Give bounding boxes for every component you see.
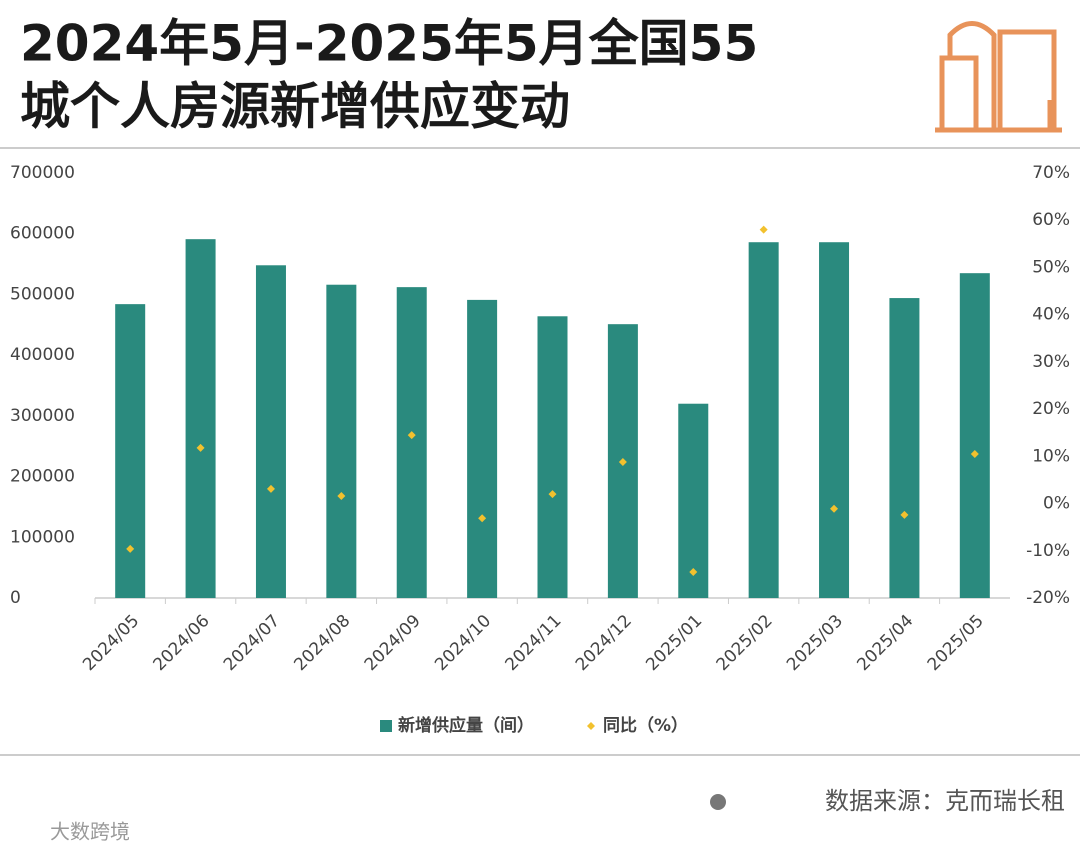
- x-tick-label: 2025/05: [924, 611, 988, 675]
- point: [407, 431, 416, 440]
- y2-tick-label: 30%: [1032, 352, 1070, 372]
- point: [830, 504, 839, 513]
- x-tick-label: 2024/05: [79, 611, 143, 675]
- point: [759, 225, 768, 234]
- y-tick-label: 300000: [10, 406, 75, 426]
- point: [266, 484, 275, 493]
- point: [689, 568, 698, 577]
- point: [126, 544, 135, 553]
- y-tick-label: 600000: [10, 224, 75, 244]
- bar: [889, 298, 920, 598]
- bar: [467, 299, 498, 598]
- legend-swatch: [380, 720, 392, 732]
- y-tick-label: 0: [10, 588, 21, 608]
- legend-label: 新增供应量（间）: [398, 715, 534, 736]
- y-tick-label: 100000: [10, 527, 75, 547]
- legend-swatch: [587, 722, 595, 730]
- y-tick-label: 200000: [10, 467, 75, 487]
- y-tick-label: 500000: [10, 284, 75, 304]
- bar: [959, 273, 990, 598]
- bar: [115, 304, 146, 598]
- x-tick-label: 2025/02: [713, 611, 777, 675]
- y2-tick-label: 50%: [1032, 257, 1070, 277]
- point: [548, 490, 557, 499]
- bar: [255, 265, 286, 598]
- x-tick-label: 2024/07: [220, 611, 284, 675]
- x-tick-label: 2025/03: [783, 611, 847, 675]
- y-tick-label: 700000: [10, 163, 75, 183]
- building-icon: [935, 21, 1062, 133]
- point: [618, 458, 627, 466]
- y2-tick-label: 40%: [1032, 305, 1070, 325]
- bar: [326, 284, 357, 598]
- y2-tick-label: 10%: [1032, 446, 1070, 466]
- bar: [819, 242, 850, 598]
- source-dot: [710, 794, 726, 810]
- y2-tick-label: 70%: [1032, 163, 1070, 183]
- x-tick-label: 2024/08: [290, 611, 354, 675]
- point: [196, 443, 205, 452]
- chart-title: 2024年5月-2025年5月全国55: [20, 15, 758, 73]
- bar: [537, 316, 568, 598]
- y2-tick-label: 0%: [1043, 494, 1070, 514]
- x-tick-label: 2024/12: [572, 611, 636, 675]
- bar: [678, 403, 709, 598]
- point: [337, 492, 346, 500]
- point: [900, 510, 909, 519]
- watermark: 大数跨境: [50, 820, 130, 844]
- x-tick-label: 2025/04: [853, 611, 917, 675]
- chart-title: 城个人房源新增供应变动: [20, 78, 570, 136]
- x-tick-label: 2024/09: [361, 611, 425, 675]
- point: [478, 514, 487, 523]
- source: 数据来源：克而瑞长租: [825, 787, 1065, 815]
- bar: [748, 242, 779, 598]
- point: [970, 449, 979, 458]
- legend-label: 同比（%）: [603, 715, 688, 736]
- bar: [396, 287, 427, 598]
- y-tick-label: 400000: [10, 345, 75, 365]
- y2-tick-label: 20%: [1032, 399, 1070, 419]
- x-tick-label: 2024/11: [501, 611, 565, 675]
- y2-tick-label: 60%: [1032, 210, 1070, 230]
- bar: [185, 239, 216, 598]
- y2-tick-label: -10%: [1026, 541, 1070, 561]
- y2-tick-label: -20%: [1026, 588, 1070, 608]
- x-tick-label: 2025/01: [642, 611, 706, 675]
- x-tick-label: 2024/10: [431, 611, 495, 675]
- x-tick-label: 2024/06: [150, 611, 214, 675]
